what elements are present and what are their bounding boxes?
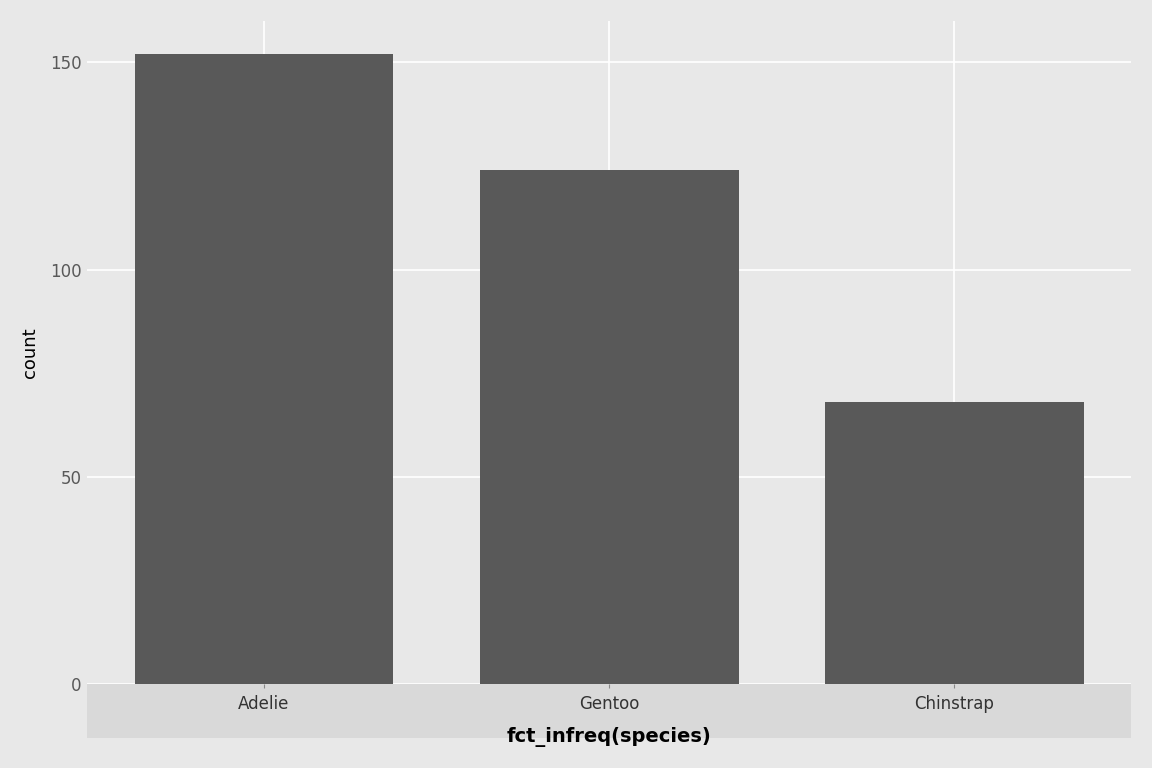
Y-axis label: count: count bbox=[21, 327, 39, 378]
Bar bbox=[825, 402, 1084, 684]
X-axis label: fct_infreq(species): fct_infreq(species) bbox=[507, 727, 712, 747]
Bar bbox=[479, 170, 738, 684]
Bar bbox=[135, 54, 394, 684]
